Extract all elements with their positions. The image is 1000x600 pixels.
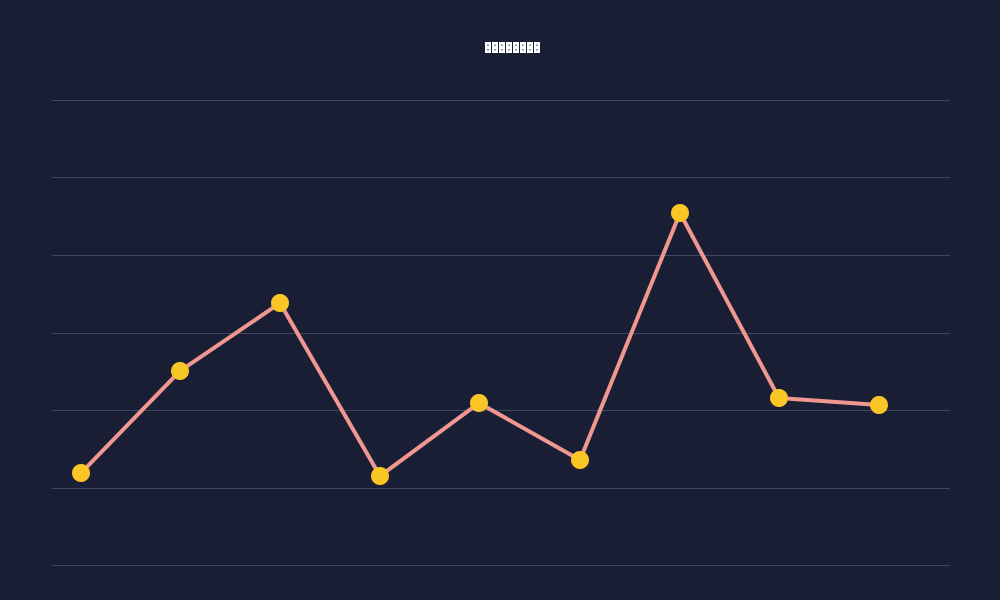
- data-point-marker[interactable]: [470, 394, 488, 412]
- data-point-marker[interactable]: [171, 362, 189, 380]
- data-point-marker[interactable]: [371, 467, 389, 485]
- series-polyline: [79, 211, 881, 478]
- data-point-marker[interactable]: [870, 396, 888, 414]
- data-line-series-1: [79, 211, 881, 478]
- grid-lines: [52, 100, 950, 566]
- data-point-marker[interactable]: [571, 451, 589, 469]
- data-point-marker[interactable]: [271, 294, 289, 312]
- data-point-markers: [72, 204, 888, 485]
- data-point-marker[interactable]: [72, 464, 90, 482]
- data-point-marker[interactable]: [770, 389, 788, 407]
- data-point-marker[interactable]: [671, 204, 689, 222]
